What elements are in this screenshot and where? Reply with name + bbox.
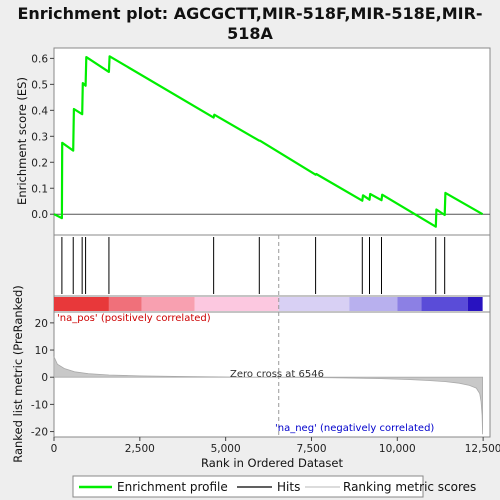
- x-tick-label: 0: [51, 443, 58, 455]
- color-bar-segment: [397, 297, 421, 311]
- ranked-y-tick-label: 20: [35, 318, 48, 330]
- legend-hits-label: Hits: [277, 480, 300, 494]
- legend-ranking-label: Ranking metric scores: [343, 480, 476, 494]
- es-y-tick-label: 0.3: [31, 131, 48, 143]
- color-bar-segment: [142, 297, 195, 311]
- es-y-axis: 0.0 0.1 0.2 0.3 0.4 0.5 0.6: [31, 53, 54, 221]
- x-tick-label: 10,000: [379, 443, 416, 455]
- neg-correlated-label: 'na_neg' (negatively correlated): [275, 423, 434, 434]
- x-tick-label: 2,500: [125, 443, 155, 455]
- color-bar-segment: [349, 297, 397, 311]
- es-y-tick-label: 0.2: [31, 157, 48, 169]
- color-bar-segment: [468, 297, 483, 311]
- es-y-tick-label: 0.5: [31, 79, 48, 91]
- color-bar-segment: [279, 297, 350, 311]
- title-line-2: 518A: [227, 24, 273, 43]
- zero-cross-label: Zero cross at 6546: [230, 369, 324, 380]
- ranked-y-axis: 20 10 0 -10 -20: [31, 318, 54, 439]
- es-y-tick-label: 0.0: [31, 209, 48, 221]
- ranked-y-tick-label: -20: [31, 427, 48, 439]
- legend-enrichment-label: Enrichment profile: [117, 480, 228, 494]
- x-tick-label: 5,000: [211, 443, 241, 455]
- color-bar-segment: [54, 297, 109, 311]
- es-y-tick-label: 0.6: [31, 53, 48, 65]
- ranked-y-tick-label: 0: [41, 372, 48, 384]
- x-tick-label: 7,500: [296, 443, 326, 455]
- pos-correlated-label: 'na_pos' (positively correlated): [57, 313, 211, 324]
- es-y-axis-title: Enrichment score (ES): [15, 77, 29, 205]
- title-line-1: Enrichment plot: AGCGCTT,MIR-518F,MIR-51…: [17, 4, 482, 23]
- ranked-y-tick-label: -10: [31, 399, 48, 411]
- color-bar-segment: [109, 297, 142, 311]
- es-y-tick-label: 0.1: [31, 183, 48, 195]
- color-bar-segment: [421, 297, 467, 311]
- es-y-tick-label: 0.4: [31, 105, 48, 117]
- chart-title: Enrichment plot: AGCGCTT,MIR-518F,MIR-51…: [17, 4, 482, 43]
- ranking-color-bar: [54, 297, 483, 311]
- ranked-y-axis-title: Ranked list metric (PreRanked): [11, 285, 25, 463]
- color-bar-segment: [195, 297, 279, 311]
- rank-x-axis: 0 2,500 5,000 7,500 10,000 12,500: [51, 437, 500, 455]
- ranked-y-tick-label: 10: [35, 345, 48, 357]
- x-axis-title: Rank in Ordered Dataset: [201, 456, 344, 470]
- hits-panel-frame: [54, 235, 490, 296]
- legend: Enrichment profile Hits Ranking metric s…: [73, 476, 476, 497]
- es-panel-frame: [54, 48, 490, 235]
- x-tick-label: 12,500: [465, 443, 500, 455]
